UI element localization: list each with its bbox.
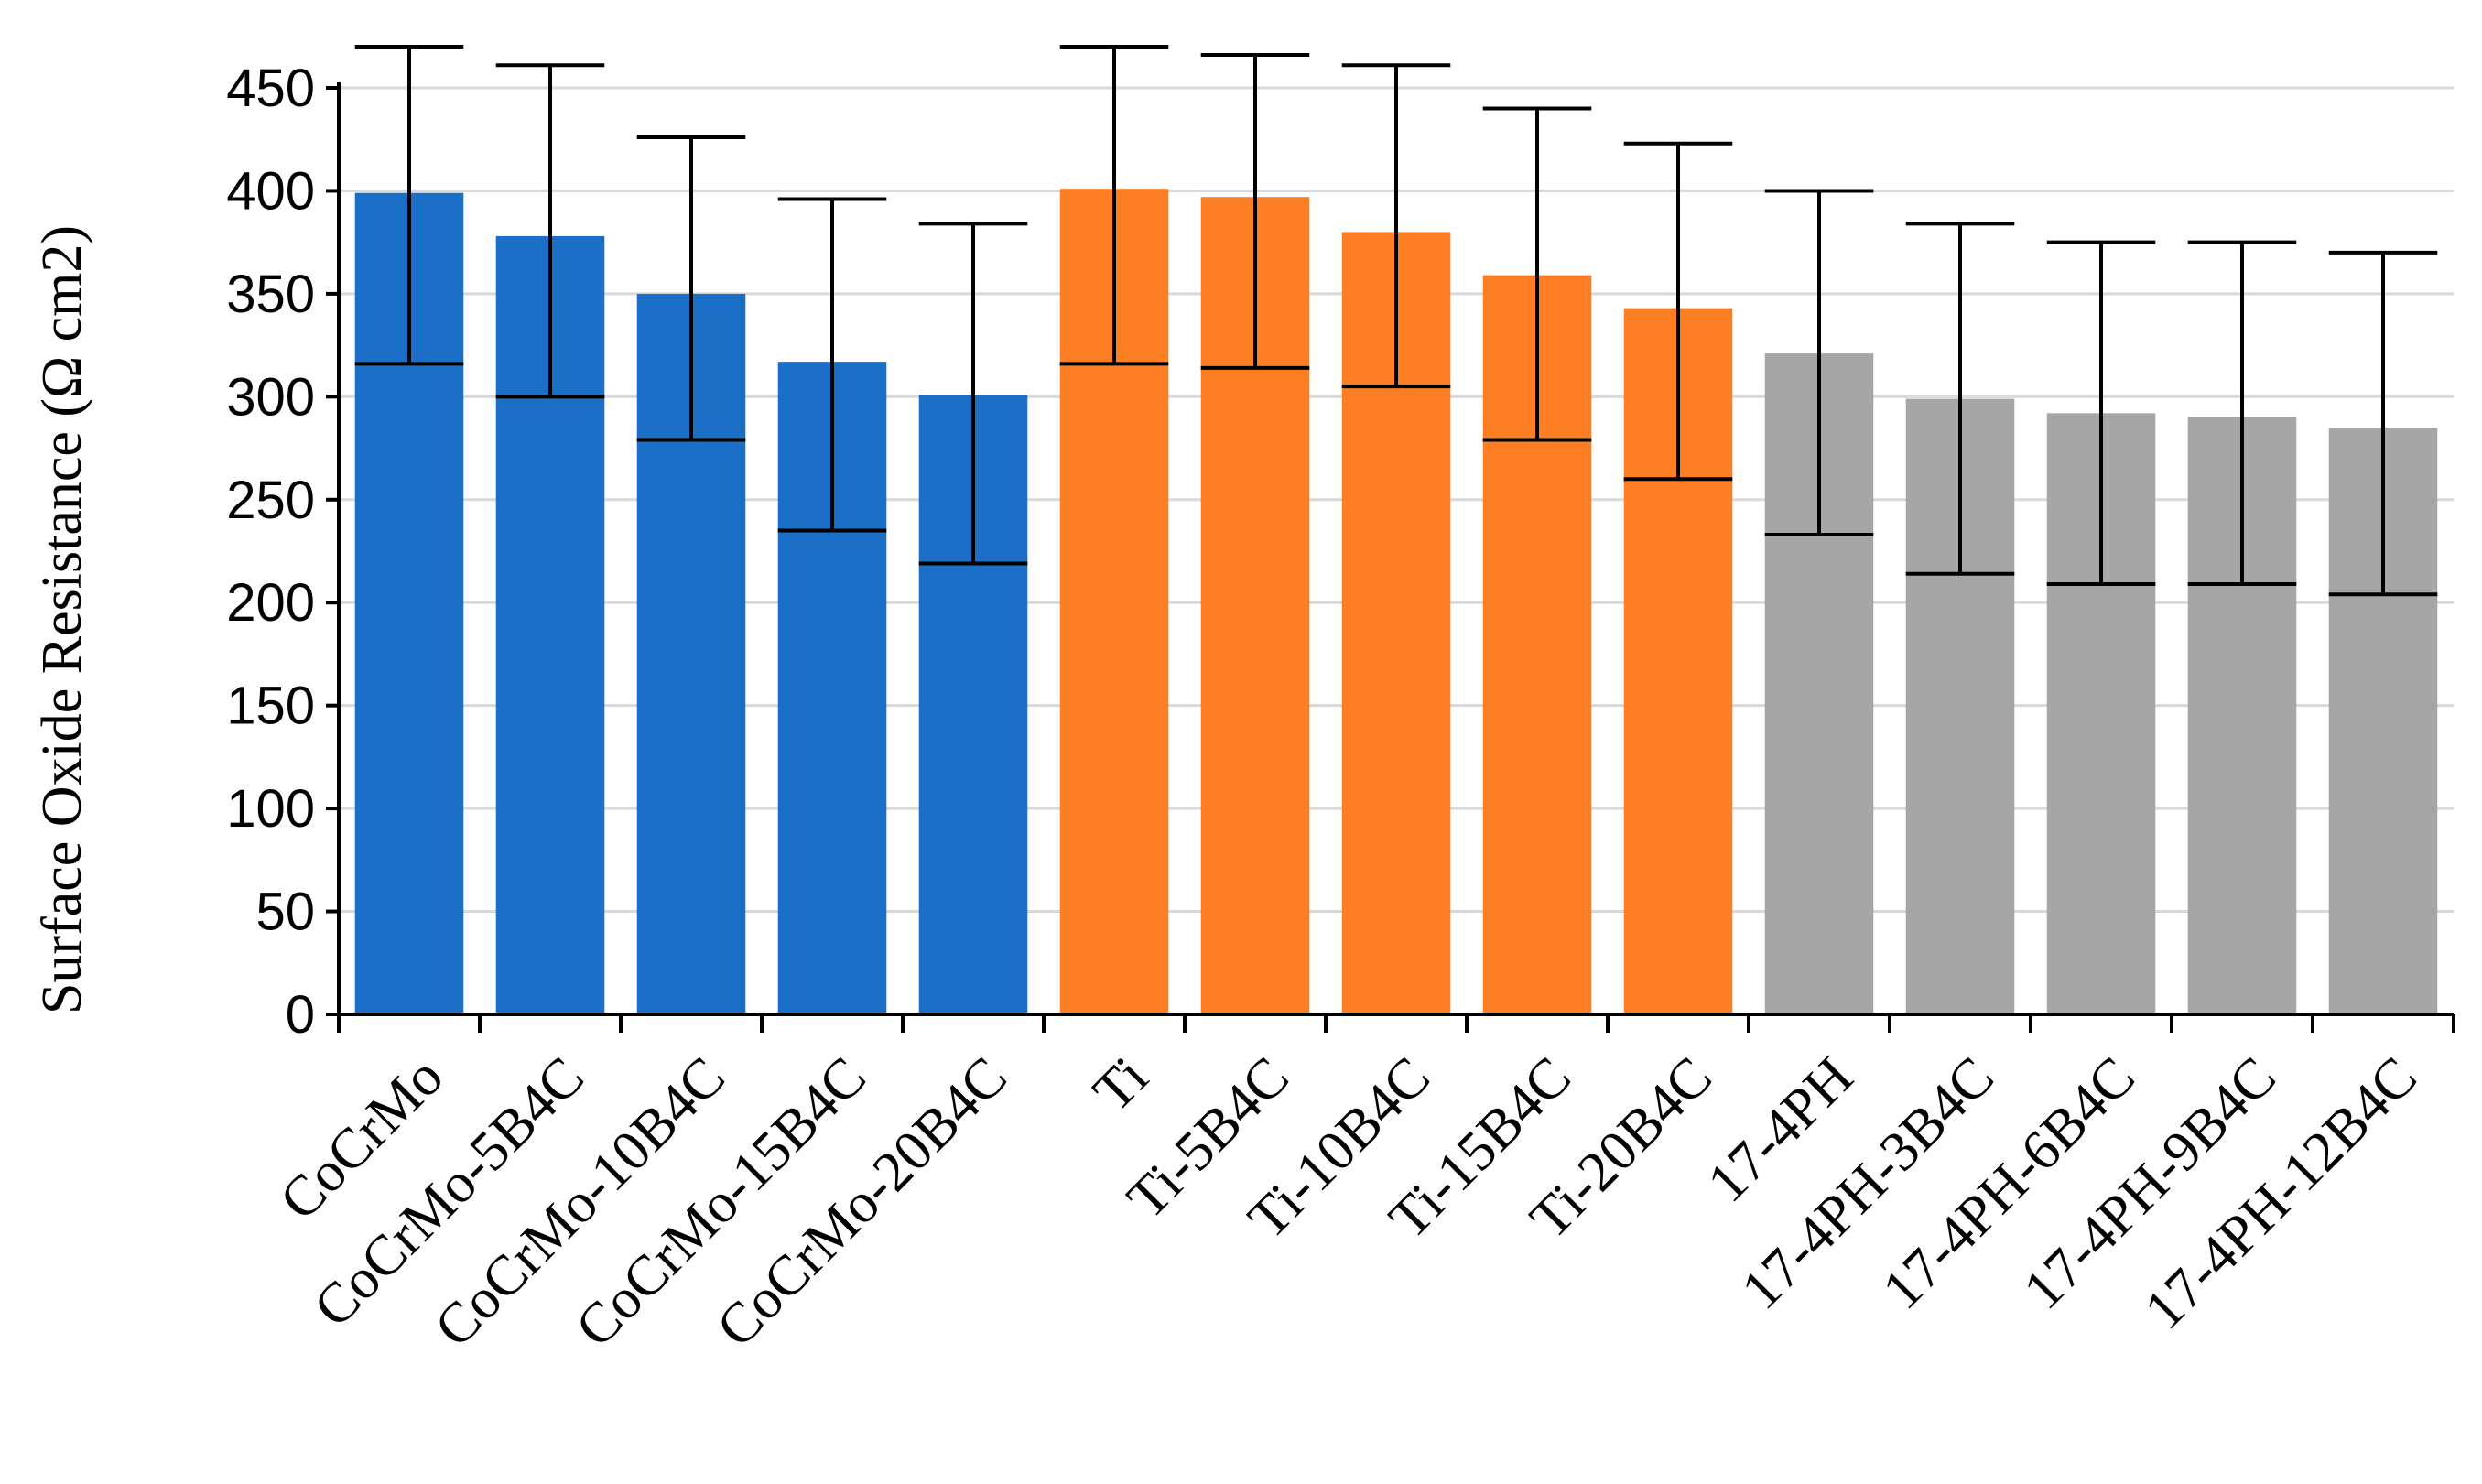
error-bar <box>1623 141 1733 482</box>
error-bar <box>1482 106 1592 442</box>
error-bar <box>636 135 746 442</box>
y-tick-label: 250 <box>226 471 315 530</box>
bars <box>354 189 2438 1015</box>
y-tick-label: 450 <box>226 59 315 118</box>
error-bar <box>1905 222 2015 576</box>
y-tick-label: 200 <box>226 573 315 633</box>
y-tick-labels: 0 50 100 150 200 250 300 350 400 450 <box>226 59 315 1045</box>
error-bar <box>918 222 1028 566</box>
y-tick-label: 100 <box>226 779 315 839</box>
error-bar <box>1059 45 1169 366</box>
error-bar <box>495 63 605 399</box>
y-tick-label: 50 <box>255 883 315 942</box>
x-tick-labels: CoCrMoCoCrMo-5B4CCoCrMo-10B4CCoCrMo-15B4… <box>268 1045 2429 1359</box>
error-bar <box>354 45 464 366</box>
y-tick-label: 0 <box>286 985 315 1045</box>
y-tick-label: 400 <box>226 161 315 221</box>
x-tick-label: Ti <box>1081 1045 1160 1124</box>
error-bar <box>777 197 887 533</box>
error-bar <box>1341 63 1451 389</box>
error-bar <box>2187 240 2297 586</box>
y-axis-title: Surface Oxide Resistance (Ω cm2) <box>31 225 93 1014</box>
error-bar <box>1200 53 1310 370</box>
y-tick-label: 150 <box>226 677 315 736</box>
y-tick-label: 350 <box>226 265 315 324</box>
error-bar <box>1764 189 1874 537</box>
error-bar <box>2328 250 2438 597</box>
axes <box>326 82 2455 1033</box>
error-bar <box>2046 240 2156 586</box>
y-tick-label: 300 <box>226 367 315 427</box>
error-bars <box>354 45 2438 597</box>
